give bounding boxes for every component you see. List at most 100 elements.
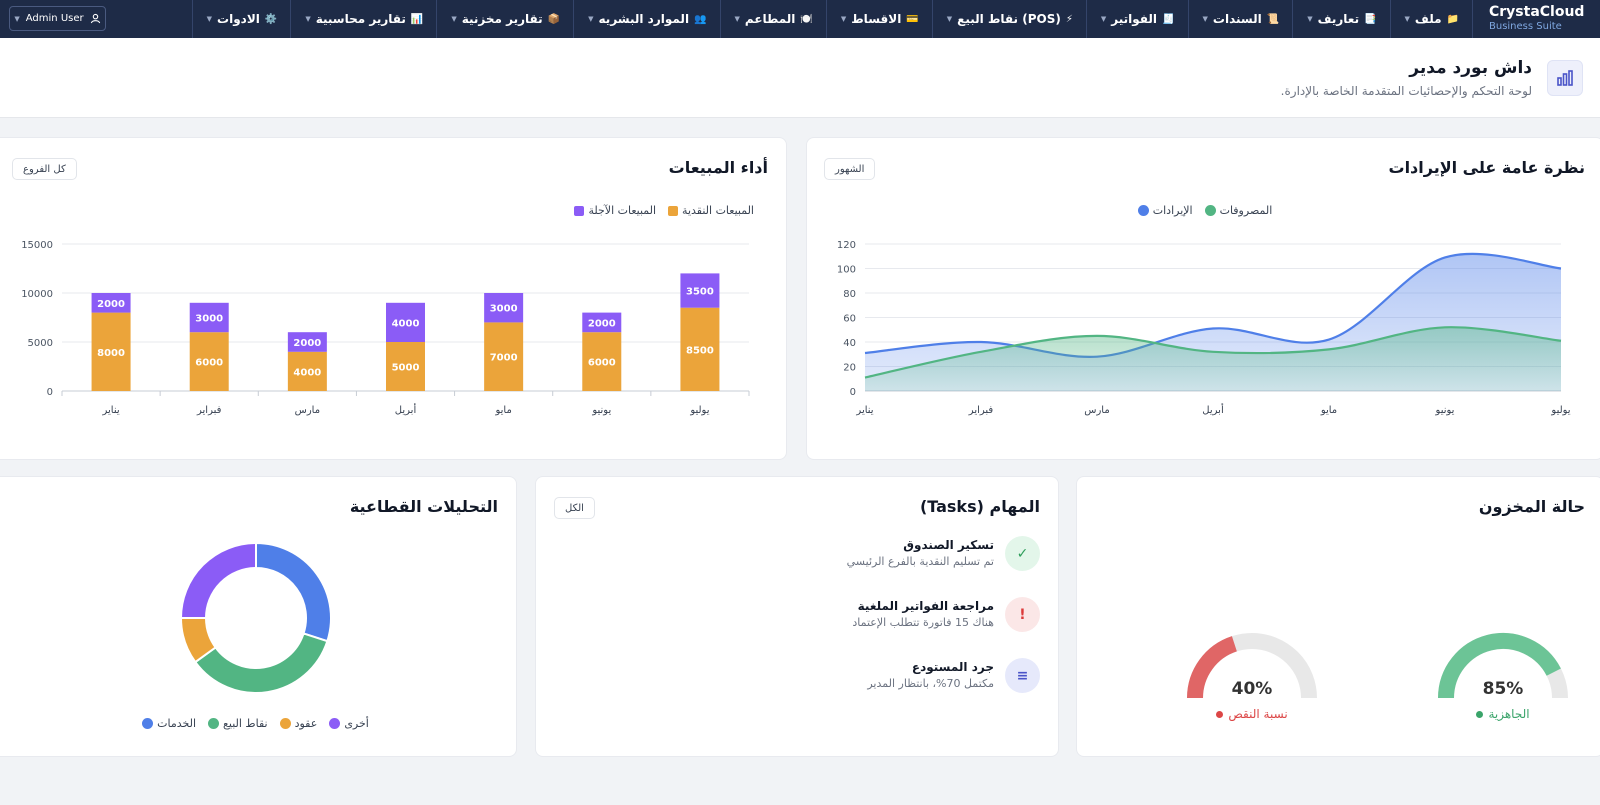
y-tick-label: 120 (837, 240, 856, 251)
invoices-icon: 🧾 (1162, 13, 1175, 25)
y-tick-label: 5000 (28, 338, 53, 349)
menu-item-label: الفواتير (1111, 12, 1158, 26)
legend-swatch (668, 205, 679, 216)
legend-label: المبيعات الآجلة (588, 204, 657, 217)
bar-segment (287, 332, 327, 352)
revenue-period-filter[interactable]: الشهور (824, 158, 876, 180)
menu-item[interactable]: 🧾 الفواتير ▼ (1085, 0, 1188, 38)
bar-data-label: 7000 (490, 353, 518, 364)
revenue-area-chart: 0 20 40 60 80 100 120 يناير فبراير مارس أبريل مايو ي… (837, 240, 1571, 416)
chevron-down-icon: ▼ (451, 15, 457, 23)
menu-item-label: السندات (1212, 12, 1262, 26)
task-item[interactable]: ≡ جرد المستودع مكتمل 70%، بانتظار المدير (580, 656, 1040, 696)
tools-icon: ⚙️ (264, 13, 278, 25)
readiness-label: الجاهزية (1431, 707, 1575, 721)
inventory-card-title: حالة المخزون (1478, 497, 1585, 516)
branch-filter[interactable]: كل الفروع (12, 158, 77, 180)
chevron-down-icon: ▼ (840, 15, 847, 23)
menu-item-label: المطاعم (744, 12, 796, 26)
user-name: Admin User (25, 13, 84, 24)
sales-bar-chart: 0 5000 10000 15000 8000 2000 يناير 6000 3000 فبرا… (21, 240, 750, 416)
legend-item: الخدمات (142, 717, 196, 730)
x-tick-label: مايو (494, 405, 511, 416)
bar-segment (680, 307, 720, 391)
bar-segment (386, 302, 425, 342)
brand-subtitle: Business Suite (1489, 21, 1562, 32)
bar-data-label: 3000 (195, 314, 223, 325)
user-icon (90, 13, 100, 24)
menu-item[interactable]: 📑 تعاريف ▼ (1292, 0, 1389, 38)
bar-data-label: 2000 (588, 318, 616, 329)
task-title: مراجعة الفواتير الملغية (857, 599, 994, 613)
task-description: تم تسليم النقدية بالفرع الرئيسي (846, 555, 994, 568)
bar-segment (484, 293, 524, 323)
tasks-filter-all[interactable]: الكل (554, 497, 595, 519)
menu-item[interactable]: 📦 تقارير مخزنية ▼ (436, 0, 573, 38)
bar-segment (484, 322, 524, 391)
menu-item[interactable]: 🍽️ المطاعم ▼ (719, 0, 826, 38)
shortage-label-text: نسبة النقص (1228, 707, 1288, 721)
menu-item[interactable]: ⚡ نقاط البيع (POS) ▼ (931, 0, 1086, 38)
menu-item[interactable]: 📊 تقارير محاسبية ▼ (290, 0, 436, 38)
vouchers-icon: 📜 (1266, 13, 1280, 25)
page-header: داش بورد مدير لوحة التحكم والإحصائيات ال… (0, 38, 1600, 118)
hr-icon: 👥 (694, 13, 707, 25)
bar-segment (189, 332, 229, 391)
revenue-legend: الإيرادات المصروفات (807, 204, 1600, 217)
menu-item-label: الموارد البشريه (598, 12, 690, 26)
page-title: داش بورد مدير (1409, 58, 1532, 78)
legend-label: الخدمات (157, 717, 197, 730)
tasks-card-title: المهام (Tasks) (919, 497, 1040, 516)
y-tick-label: 0 (850, 387, 856, 398)
y-tick-label: 80 (843, 289, 856, 300)
inventory-gauges: 85% 40% (1187, 633, 1568, 699)
bar-segment (91, 312, 131, 391)
task-item[interactable]: ✓ تسكير الصندوق تم تسليم النقدية بالفرع ال… (580, 534, 1040, 574)
page-subtitle: لوحة التحكم والإحصائيات المتقدمة الخاصة … (1280, 84, 1532, 98)
chevron-down-icon: ▼ (14, 14, 20, 23)
chevron-down-icon: ▼ (734, 15, 740, 23)
menu-item-label: الاقساط (851, 12, 902, 26)
menu-item[interactable]: ⚙️ الادوات ▼ (191, 0, 291, 38)
menu-item-label: تقارير مخزنية (461, 12, 543, 26)
bar-segment (189, 302, 229, 333)
x-tick-label: مارس (295, 405, 320, 416)
bar-segment (91, 293, 131, 313)
user-menu-button[interactable]: ▼ Admin User (9, 6, 106, 31)
menu-item[interactable]: 💳 الاقساط ▼ (825, 0, 932, 38)
x-tick-label: فبراير (968, 405, 994, 416)
x-tick-label: يناير (101, 405, 119, 416)
task-item[interactable]: ! مراجعة الفواتير الملغية هناك 15 فاتورة ت… (580, 595, 1040, 635)
legend-swatch (574, 205, 585, 216)
bar-data-label: 3000 (490, 304, 518, 315)
legend-item: نقاط البيع (208, 717, 268, 730)
legend-item: عقود (279, 717, 317, 730)
chevron-down-icon: ▼ (1307, 15, 1313, 23)
revenue-card-title: نظرة عامة على الإيرادات (1388, 158, 1585, 177)
menu-item-label: تقارير محاسبية (315, 12, 406, 26)
legend-swatch (1204, 205, 1216, 216)
bar-data-label: 5000 (392, 363, 420, 374)
bar-data-label: 6000 (588, 358, 616, 369)
y-tick-label: 40 (843, 338, 856, 349)
brand-logo[interactable]: CrystaCloud Business Suite (1472, 0, 1600, 38)
menu-item[interactable]: 📜 السندات ▼ (1187, 0, 1293, 38)
x-tick-label: يونيو (1435, 405, 1455, 416)
sector-analytics-card: التحليلات القطاعية الخدمات نقاط البيع عقود… (0, 476, 517, 757)
menu-item[interactable]: 👥 الموارد البشريه ▼ (573, 0, 719, 38)
x-tick-label: مايو (1320, 405, 1337, 416)
bar-data-label: 2000 (97, 299, 125, 310)
alert-icon: ! (1005, 597, 1040, 632)
inventory-reports-icon: 📦 (547, 13, 561, 25)
shortage-label: نسبة النقص (1180, 707, 1324, 721)
legend-item: المبيعات النقدية (668, 204, 754, 217)
sales-performance-card: أداء المبيعات كل الفروع المبيعات الآجلة ا… (0, 137, 787, 460)
check-icon: ✓ (1005, 536, 1040, 571)
chevron-down-icon: ▼ (1100, 15, 1107, 23)
menu-item-label: ملف (1414, 12, 1442, 26)
readiness-dot (1476, 710, 1484, 718)
legend-swatch (1137, 205, 1149, 216)
menu-item[interactable]: 📁 ملف ▼ (1389, 0, 1472, 38)
legend-swatch (329, 718, 341, 729)
y-tick-label: 20 (843, 363, 856, 374)
